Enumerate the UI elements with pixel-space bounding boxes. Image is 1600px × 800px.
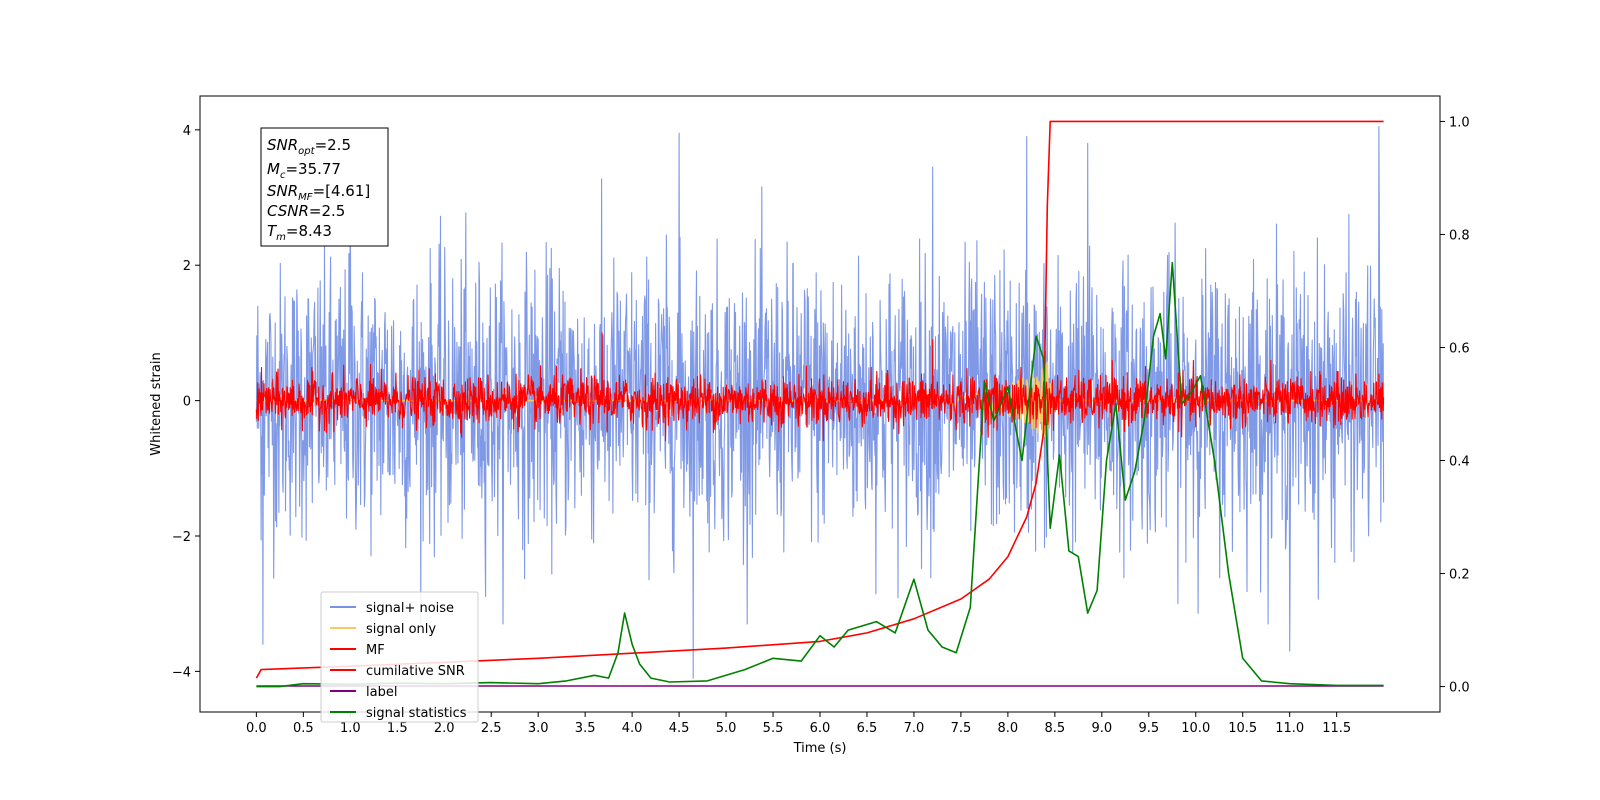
x-axis-label: Time (s)	[793, 741, 847, 756]
annotation-box-frame	[260, 127, 389, 247]
annotation-snr-mf: SNRMF=[4.61]	[267, 182, 370, 203]
y2-tick-label: 0.0	[1449, 681, 1470, 696]
legend-label-mf: MF	[366, 643, 385, 658]
annotation-tm: Tm=8.43	[267, 222, 332, 243]
x-tick-label: 0.0	[246, 721, 267, 736]
x-tick-label: 8.0	[998, 721, 1019, 736]
x-tick-label: 1.5	[387, 721, 408, 736]
annotation-snr-opt: SNRopt=2.5	[267, 136, 351, 157]
x-tick-label: 6.0	[810, 721, 831, 736]
y2-tick-label: 0.6	[1449, 341, 1470, 356]
annotation-csnr-value: =2.5	[309, 202, 345, 220]
x-tick-label: 9.5	[1138, 721, 1159, 736]
y-tick-label: 0	[183, 395, 191, 410]
x-tick-label: 8.5	[1045, 721, 1066, 736]
y-tick-label: 2	[183, 259, 191, 274]
y2-tick-label: 0.8	[1449, 228, 1470, 243]
y-axis-label: Whitened strain	[149, 352, 164, 455]
ticks-layer: 0.0 0.5 1.0 1.5 2.0 2.5 3.0 3.5 4.0 4.5 5.0 5.5 6.0 6…	[172, 115, 1470, 736]
x-tick-label: 7.5	[951, 721, 972, 736]
annotation-snr-mf-value: =[4.61]	[313, 182, 371, 200]
legend-frame	[320, 591, 479, 723]
annotation-tm-value: =8.43	[286, 222, 332, 240]
x-tick-label: 2.0	[434, 721, 455, 736]
legend-label-signal-statistics: signal statistics	[366, 706, 467, 721]
legend-label-signal-only: signal only	[366, 622, 436, 637]
x-tick-label: 4.0	[622, 721, 643, 736]
annotation-csnr: CSNR=2.5	[267, 202, 345, 220]
x-tick-label: 3.5	[575, 721, 596, 736]
series-line-signal-statistics	[256, 261, 1384, 688]
x-tick-label: 5.0	[716, 721, 737, 736]
y-tick-label: −2	[172, 530, 191, 545]
x-tick-label: 11.0	[1275, 721, 1304, 736]
x-tick-label: 5.5	[763, 721, 784, 736]
annotation-mc: Mc=35.77	[267, 160, 341, 181]
annotation-box: SNRopt=2.5 Mc=35.77 SNRMF=[4.61] CSNR=2.…	[260, 127, 389, 247]
legend-label-cumilative-snr: cumilative SNR	[366, 664, 465, 679]
x-tick-label: 10.0	[1181, 721, 1210, 736]
x-tick-label: 2.5	[481, 721, 502, 736]
x-tick-label: 0.5	[293, 721, 314, 736]
x-tick-label: 1.0	[340, 721, 361, 736]
annotation-snr-opt-value: =2.5	[315, 136, 351, 154]
legend-label-signal-noise: signal+ noise	[366, 601, 454, 616]
y-tick-label: −4	[172, 665, 191, 680]
x-tick-label: 10.5	[1228, 721, 1257, 736]
x-tick-label: 4.5	[669, 721, 690, 736]
x-tick-label: 7.0	[904, 721, 925, 736]
series-line-mf	[255, 332, 1385, 442]
legend-entries: signal+ noise signal only MF cumilative SNR…	[330, 601, 467, 721]
y2-tick-label: 1.0	[1449, 115, 1470, 130]
y-tick-label: 4	[183, 124, 191, 139]
y2-tick-label: 0.2	[1449, 568, 1470, 583]
legend: signal+ noise signal only MF cumilative SNR…	[320, 591, 479, 723]
x-tick-label: 11.5	[1322, 721, 1351, 736]
y2-tick-label: 0.4	[1449, 455, 1470, 470]
x-tick-label: 6.5	[857, 721, 878, 736]
annotation-mc-value: =35.77	[285, 160, 341, 178]
legend-label-label: label	[366, 685, 397, 700]
x-tick-label: 3.0	[528, 721, 549, 736]
x-tick-label: 9.0	[1091, 721, 1112, 736]
